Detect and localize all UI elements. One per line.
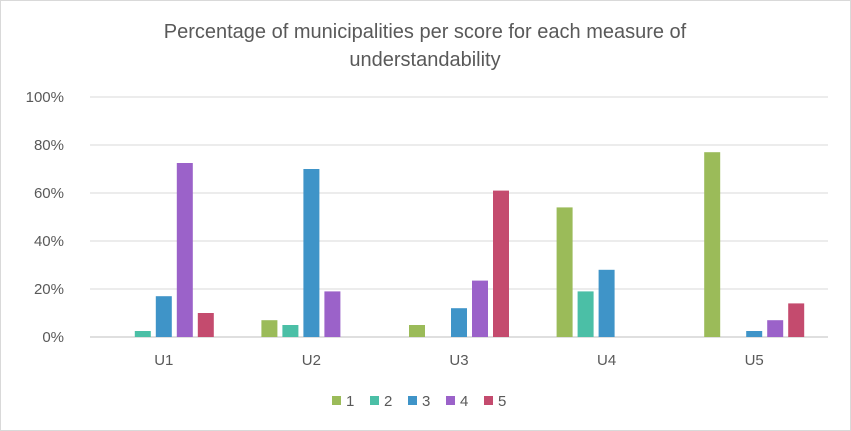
x-category-label: U2	[302, 352, 321, 369]
bar-u3-series-1	[409, 325, 425, 337]
y-tick-label: 20%	[34, 281, 64, 298]
bar-u1-series-2	[134, 331, 151, 337]
bar-u3-series-5	[493, 190, 509, 337]
bar-u5-series-4	[767, 320, 784, 337]
legend-label: 1	[346, 393, 354, 410]
legend-label: 4	[460, 393, 468, 410]
bar-u4-series-1	[556, 207, 573, 337]
bar-u1-series-5	[197, 313, 214, 337]
bar-u4-series-3	[598, 269, 615, 337]
bar-u2-series-2	[282, 325, 299, 337]
x-category-label: U3	[449, 352, 468, 369]
legend-swatch	[484, 396, 493, 405]
chart-title-line-1: Percentage of municipalities per score f…	[164, 21, 687, 43]
bar-u5-series-3	[746, 331, 763, 337]
bar-u2-series-3	[303, 169, 320, 337]
x-category-label: U1	[154, 352, 173, 369]
legend-swatch	[408, 396, 417, 405]
legend-swatch	[446, 396, 455, 405]
x-category-label: U5	[745, 352, 764, 369]
y-tick-label: 60%	[34, 185, 64, 202]
bar-u4-series-2	[577, 291, 594, 337]
bars	[134, 152, 805, 337]
bar-u5-series-5	[788, 303, 805, 337]
bar-u1-series-4	[176, 163, 193, 337]
legend-swatch	[370, 396, 379, 405]
legend: 1 2 3 4 5	[332, 393, 506, 410]
x-axis-categories: U1 U2 U3 U4 U5	[154, 352, 764, 369]
bar-u2-series-4	[324, 291, 341, 337]
chart-title-line-2: understandability	[349, 49, 500, 71]
y-tick-label: 80%	[34, 137, 64, 154]
y-axis-ticks: 0% 20% 40% 60% 80% 100%	[26, 89, 64, 346]
y-tick-label: 40%	[34, 233, 64, 250]
bar-u5-series-1	[704, 152, 721, 337]
bar-u1-series-3	[155, 296, 172, 337]
legend-label: 3	[422, 393, 430, 410]
legend-label: 5	[498, 393, 506, 410]
legend-label: 2	[384, 393, 392, 410]
x-category-label: U4	[597, 352, 616, 369]
y-tick-label: 0%	[42, 329, 64, 346]
bar-u3-series-3	[451, 308, 467, 337]
bar-u2-series-1	[261, 320, 278, 337]
bar-u3-series-4	[472, 280, 488, 337]
legend-swatch	[332, 396, 341, 405]
y-tick-label: 100%	[26, 89, 64, 106]
